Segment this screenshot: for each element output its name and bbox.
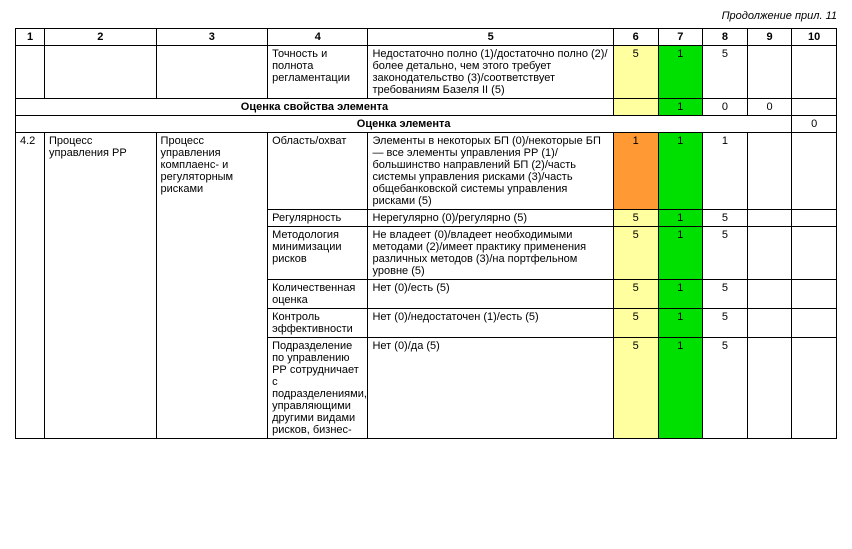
cell <box>16 46 45 99</box>
cell-criterion: Контроль эффективности <box>268 309 368 338</box>
cell-description: Не владеет (0)/владеет необходимыми мето… <box>368 227 613 280</box>
cell-score-9 <box>747 227 792 280</box>
property-summary-label: Оценка свойства элемента <box>16 99 614 116</box>
cell-score-7: 1 <box>658 133 703 210</box>
col-header-7: 7 <box>658 29 703 46</box>
cell-score-6: 1 <box>613 133 658 210</box>
col-header-3: 3 <box>156 29 268 46</box>
cell-description: Недостаточно полно (1)/достаточно полно … <box>368 46 613 99</box>
cell-score-9 <box>747 309 792 338</box>
cell-score-8: 5 <box>703 210 748 227</box>
table-row-element-summary: Оценка элемента 0 <box>16 116 837 133</box>
cell-score-8: 5 <box>703 280 748 309</box>
col-header-1: 1 <box>16 29 45 46</box>
col-header-6: 6 <box>613 29 658 46</box>
table-row: 4.2 Процесс управления РР Процесс управл… <box>16 133 837 210</box>
col-header-5: 5 <box>368 29 613 46</box>
cell-process-name: Процесс управления РР <box>45 133 157 439</box>
cell-score-7: 1 <box>658 99 703 116</box>
cell-description: Элементы в некоторых БП (0)/некоторые БП… <box>368 133 613 210</box>
cell-score-10 <box>792 46 837 99</box>
col-header-2: 2 <box>45 29 157 46</box>
assessment-table: 1 2 3 4 5 6 7 8 9 10 Точность и полнота … <box>15 28 837 439</box>
cell-description: Нерегулярно (0)/регулярно (5) <box>368 210 613 227</box>
cell-criterion: Количественная оценка <box>268 280 368 309</box>
continuation-label: Продолжение прил. 11 <box>15 10 837 22</box>
cell-score-6: 5 <box>613 210 658 227</box>
cell-score-7: 1 <box>658 309 703 338</box>
col-header-8: 8 <box>703 29 748 46</box>
cell <box>156 46 268 99</box>
cell-score-9 <box>747 210 792 227</box>
cell-score-6: 5 <box>613 46 658 99</box>
cell-score-6: 5 <box>613 280 658 309</box>
cell-subprocess: Процесс управления комплаенс- и регулято… <box>156 133 268 439</box>
cell-criterion: Регулярность <box>268 210 368 227</box>
cell <box>45 46 157 99</box>
cell-description: Нет (0)/да (5) <box>368 338 613 439</box>
cell-score-8: 5 <box>703 227 748 280</box>
cell-score-8: 0 <box>703 99 748 116</box>
cell-score-10 <box>792 210 837 227</box>
cell-score-9 <box>747 338 792 439</box>
cell-score-7: 1 <box>658 280 703 309</box>
cell-score-6: 5 <box>613 227 658 280</box>
cell-score-10: 0 <box>792 116 837 133</box>
cell-score-6 <box>613 99 658 116</box>
cell-score-10 <box>792 133 837 210</box>
col-header-4: 4 <box>268 29 368 46</box>
cell-criterion: Подразделение по управлению РР сотруднич… <box>268 338 368 439</box>
cell-score-10 <box>792 280 837 309</box>
cell-score-7: 1 <box>658 338 703 439</box>
cell-score-10 <box>792 309 837 338</box>
cell-score-9 <box>747 280 792 309</box>
cell-score-8: 1 <box>703 133 748 210</box>
cell-score-10 <box>792 227 837 280</box>
table-row-property-summary: Оценка свойства элемента 1 0 0 <box>16 99 837 116</box>
cell-score-9 <box>747 133 792 210</box>
cell-score-8: 5 <box>703 338 748 439</box>
cell-score-7: 1 <box>658 210 703 227</box>
element-summary-label: Оценка элемента <box>16 116 792 133</box>
header-row: 1 2 3 4 5 6 7 8 9 10 <box>16 29 837 46</box>
cell-criterion: Область/охват <box>268 133 368 210</box>
cell-criterion: Методология минимизации рисков <box>268 227 368 280</box>
cell-score-6: 5 <box>613 309 658 338</box>
cell-description: Нет (0)/есть (5) <box>368 280 613 309</box>
cell-description: Нет (0)/недостаточен (1)/есть (5) <box>368 309 613 338</box>
cell-score-8: 5 <box>703 309 748 338</box>
cell-section-num: 4.2 <box>16 133 45 439</box>
cell-score-10 <box>792 338 837 439</box>
cell-score-10 <box>792 99 837 116</box>
col-header-10: 10 <box>792 29 837 46</box>
cell-score-6: 5 <box>613 338 658 439</box>
col-header-9: 9 <box>747 29 792 46</box>
cell-criterion: Точность и полнота регламентации <box>268 46 368 99</box>
cell-score-7: 1 <box>658 46 703 99</box>
table-row: Точность и полнота регламентации Недоста… <box>16 46 837 99</box>
cell-score-7: 1 <box>658 227 703 280</box>
cell-score-9 <box>747 46 792 99</box>
cell-score-8: 5 <box>703 46 748 99</box>
cell-score-9: 0 <box>747 99 792 116</box>
